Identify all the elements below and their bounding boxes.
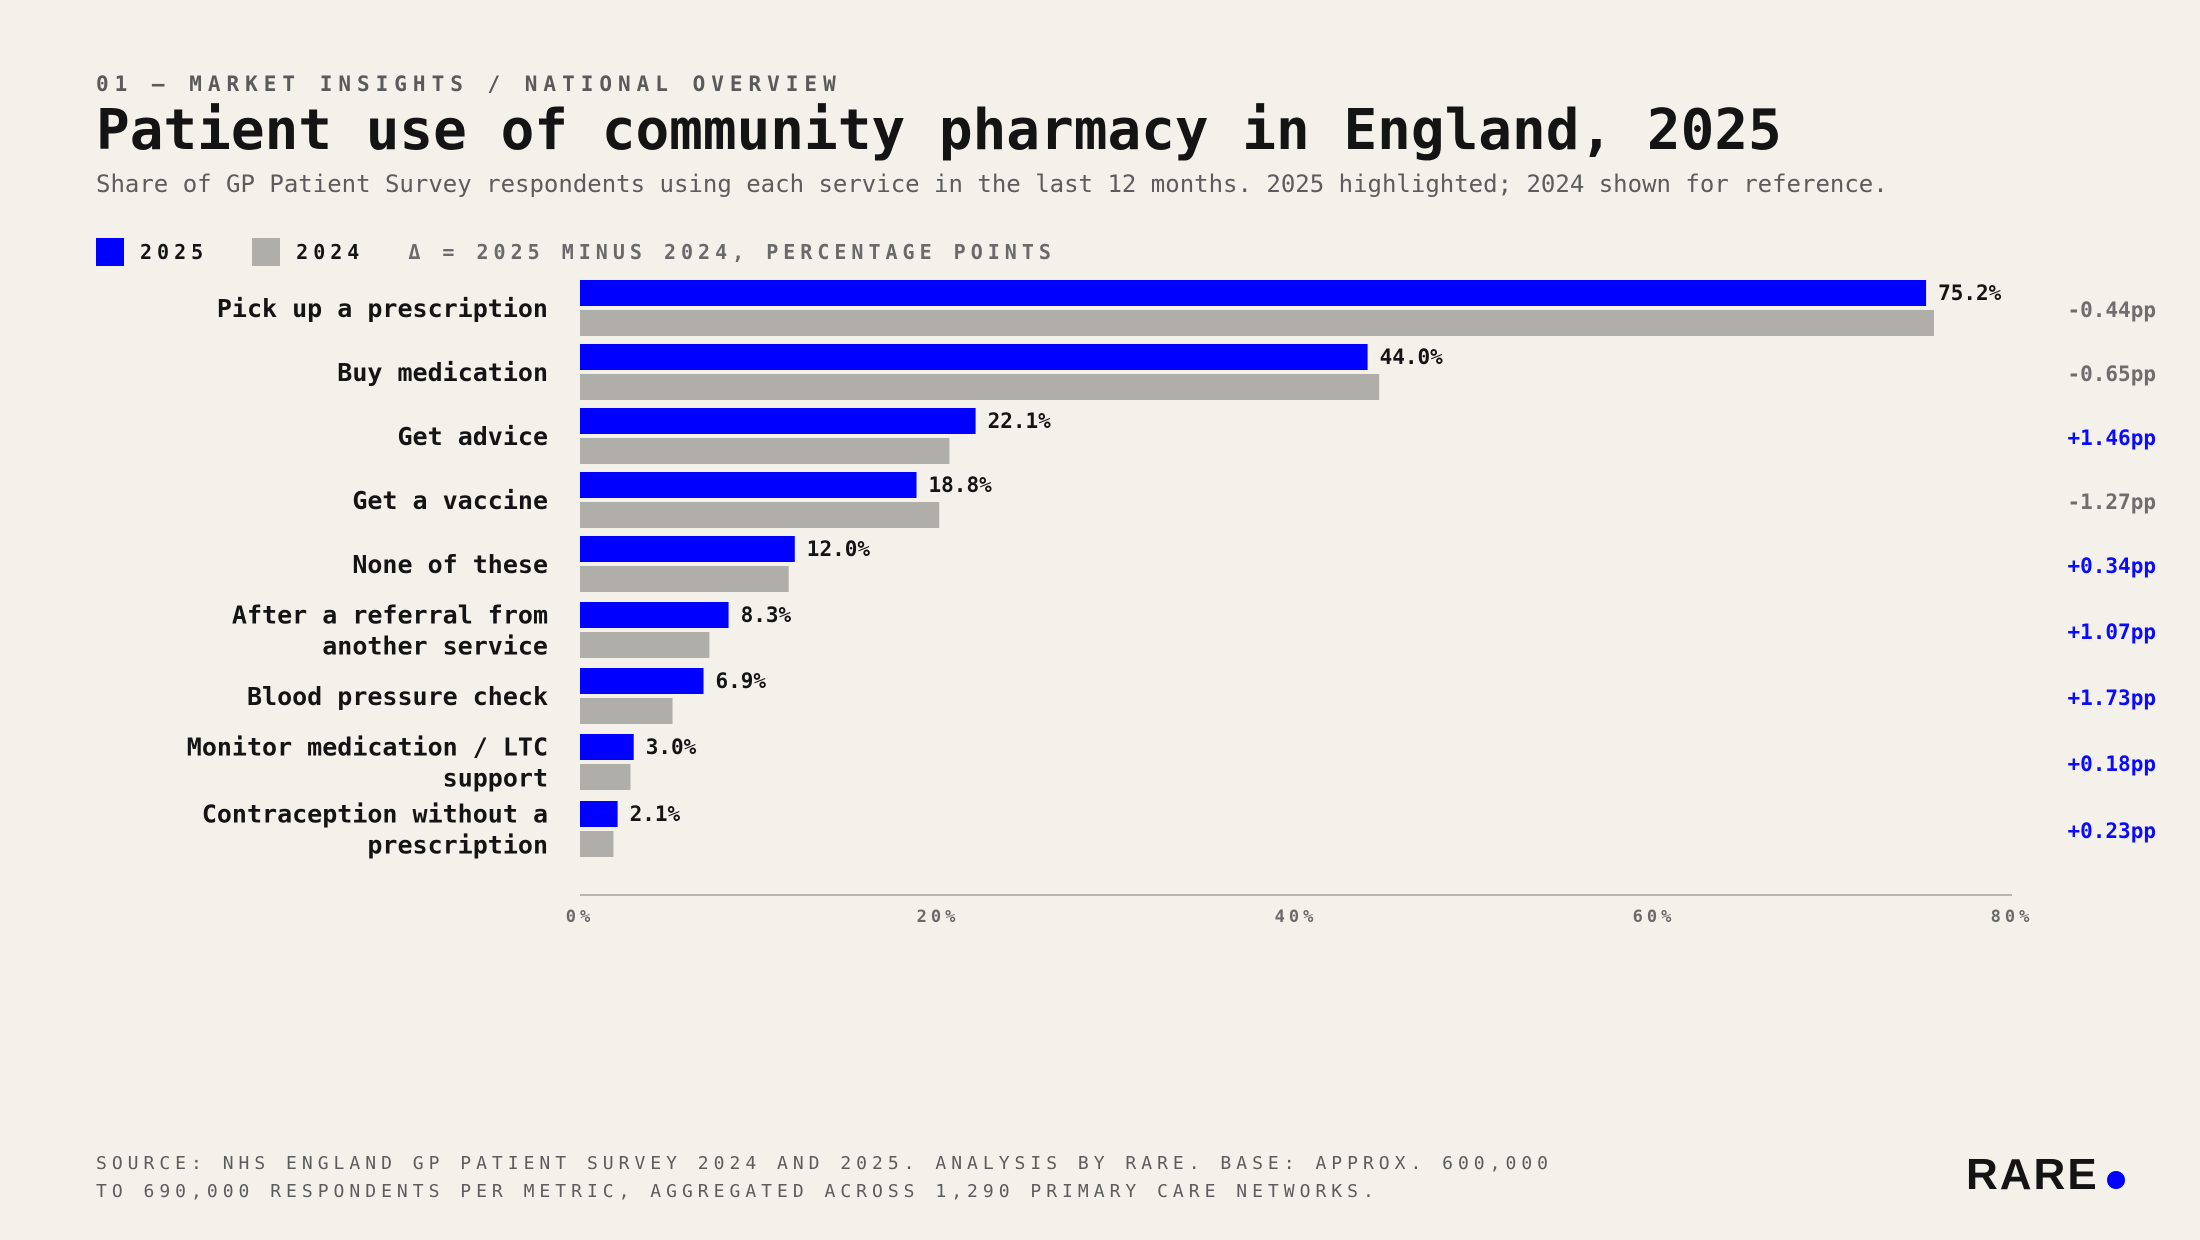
legend-label-2025: 2025	[140, 240, 209, 264]
x-tick-label: 0%	[566, 907, 594, 927]
bar-2025	[580, 472, 917, 498]
category-label: Monitor medication / LTC support	[187, 733, 548, 793]
category-label: Blood pressure check	[247, 682, 548, 711]
data-label-2025: 2.1%	[630, 802, 681, 826]
bar-2025	[580, 668, 704, 694]
page-title: Patient use of community pharmacy in Eng…	[96, 98, 1782, 163]
x-tick-label: 20%	[917, 907, 960, 927]
bar-2024	[580, 310, 1934, 336]
delta-label: +0.18pp	[2067, 752, 2156, 776]
bar-chart: Pick up a prescription 75.2% -0.44pp Buy me…	[187, 280, 2156, 927]
x-tick-label: 80%	[1991, 907, 2034, 927]
legend-label-2024: 2024	[296, 240, 365, 264]
x-tick-label: 40%	[1275, 907, 1318, 927]
bar-2024	[580, 698, 673, 724]
category-label: Get a vaccine	[352, 486, 548, 515]
category-label: After a referral from another service	[232, 601, 548, 661]
category-label: None of these	[352, 550, 548, 579]
legend-delta-note: Δ = 2025 MINUS 2024, PERCENTAGE POINTS	[408, 240, 1056, 264]
bar-2024	[580, 374, 1380, 400]
delta-label: -0.65pp	[2067, 362, 2156, 386]
logo-dot-icon	[2106, 1171, 2125, 1189]
bar-2025	[580, 344, 1368, 370]
chart-legend: 2025 2024 Δ = 2025 MINUS 2024, PERCENTAG…	[96, 238, 1056, 266]
data-label-2025: 18.8%	[929, 473, 993, 497]
eyebrow-label: 01 — MARKET INSIGHTS / NATIONAL OVERVIEW	[96, 72, 842, 96]
bar-2025	[580, 280, 1927, 306]
page-subtitle: Share of GP Patient Survey respondents u…	[96, 170, 1888, 198]
source-footnote: SOURCE: NHS ENGLAND GP PATIENT SURVEY 20…	[96, 1153, 1553, 1202]
category-label: Contraception without a prescription	[202, 800, 548, 860]
data-label-2025: 6.9%	[716, 669, 767, 693]
bar-2025	[580, 536, 795, 562]
bar-2024	[580, 438, 950, 464]
data-label-2025: 44.0%	[1380, 345, 1444, 369]
delta-label: -1.27pp	[2067, 490, 2156, 514]
brand-logo: RARE	[1966, 1150, 2125, 1200]
bar-2025	[580, 801, 618, 827]
logo-wordmark: RARE	[1966, 1150, 2099, 1199]
bar-2025	[580, 408, 976, 434]
legend-item-2025: 2025	[96, 238, 208, 266]
data-label-2025: 12.0%	[807, 537, 871, 561]
x-tick-label: 60%	[1633, 907, 1676, 927]
legend-swatch-2025	[96, 238, 124, 266]
delta-label: -0.44pp	[2067, 298, 2156, 322]
bar-2024	[580, 831, 614, 857]
bar-2024	[580, 566, 789, 592]
bar-2025	[580, 602, 729, 628]
bar-2024	[580, 632, 710, 658]
delta-label: +0.34pp	[2067, 554, 2156, 578]
delta-label: +1.46pp	[2067, 426, 2156, 450]
category-label: Get advice	[397, 422, 548, 451]
delta-label: +1.73pp	[2067, 686, 2156, 710]
data-label-2025: 3.0%	[646, 735, 697, 759]
category-label: Buy medication	[337, 358, 548, 387]
delta-label: +0.23pp	[2067, 819, 2156, 843]
data-label-2025: 75.2%	[1938, 281, 2002, 305]
data-label-2025: 22.1%	[988, 409, 1052, 433]
bar-2024	[580, 502, 940, 528]
data-label-2025: 8.3%	[741, 603, 792, 627]
delta-label: +1.07pp	[2067, 620, 2156, 644]
legend-item-2024: 2024	[252, 238, 364, 266]
bar-2025	[580, 734, 634, 760]
category-label: Pick up a prescription	[217, 294, 548, 323]
legend-swatch-2024	[252, 238, 281, 266]
bar-2024	[580, 764, 631, 790]
